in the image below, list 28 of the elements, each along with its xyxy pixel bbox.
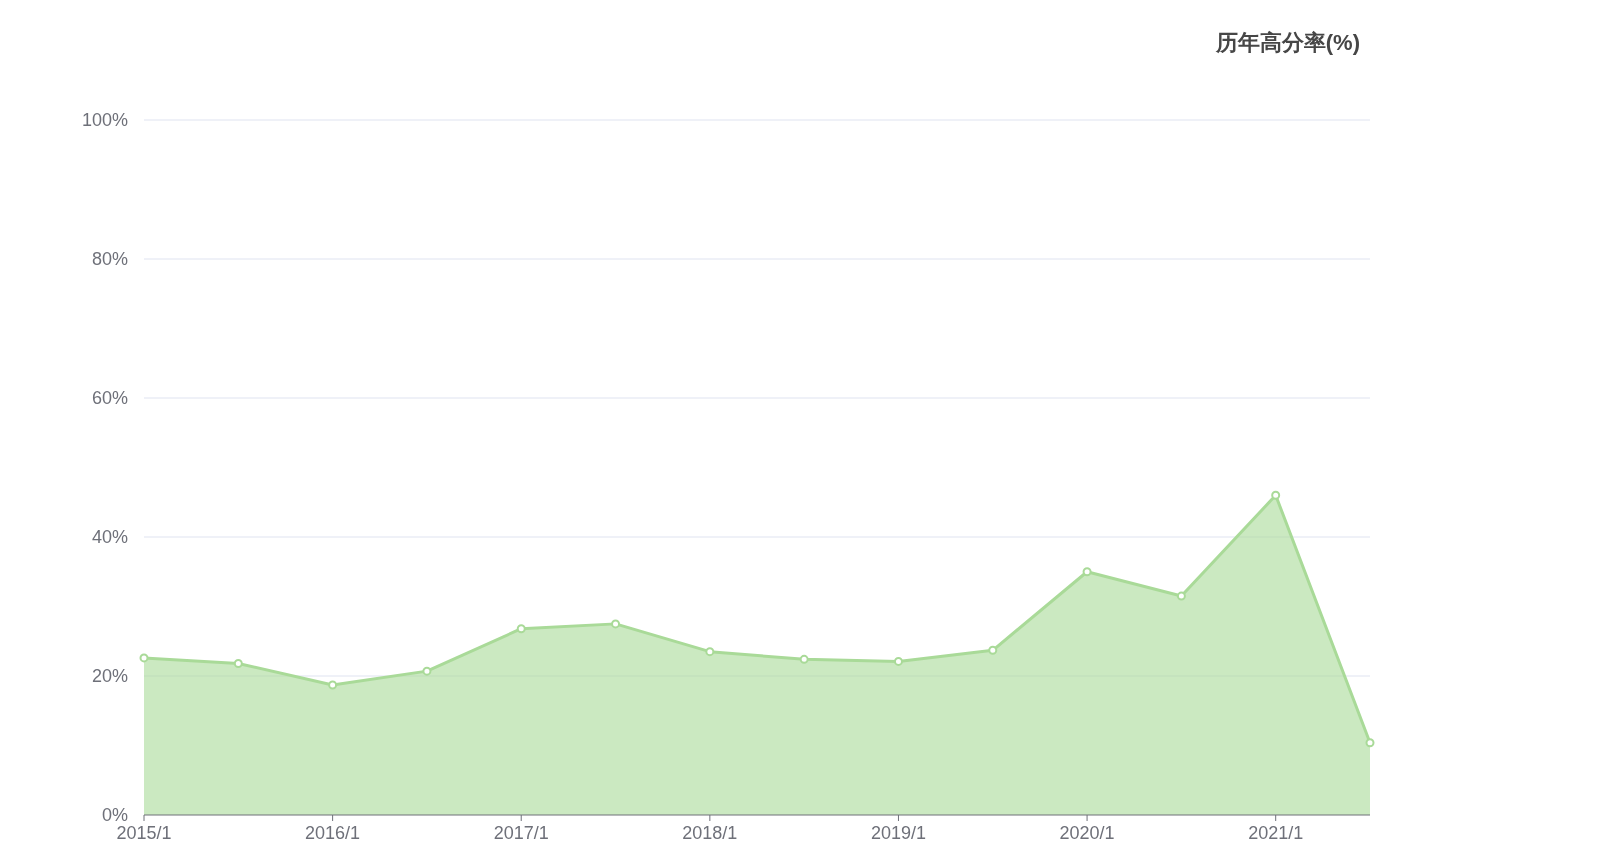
point	[705, 647, 715, 657]
x-tick-label: 2017/1	[493, 823, 549, 843]
y-tick-label: 40%	[91, 527, 128, 548]
point	[1271, 490, 1281, 500]
point	[328, 680, 338, 690]
x-tick-label: 2021/1	[1248, 823, 1304, 843]
x-tick-label: 2016/1	[305, 823, 361, 843]
point	[1176, 591, 1186, 601]
y-tick-label: 20%	[91, 666, 128, 687]
point	[988, 645, 998, 655]
point	[1365, 738, 1375, 748]
point	[893, 656, 903, 666]
point	[1082, 567, 1092, 577]
point	[233, 658, 243, 668]
point	[139, 653, 149, 663]
point	[516, 624, 526, 634]
point	[422, 666, 432, 676]
x-tick-label: 2018/1	[682, 823, 738, 843]
point	[799, 654, 809, 664]
y-tick-label: 60%	[91, 388, 128, 409]
y-tick-label: 100%	[81, 110, 128, 131]
x-tick-label: 2019/1	[870, 823, 926, 843]
chart-title: 历年高分率(%)	[1214, 30, 1360, 55]
y-tick-label: 80%	[91, 249, 128, 270]
y-tick-label: 0%	[101, 805, 128, 826]
x-tick-label: 2015/1	[116, 823, 172, 843]
point	[611, 619, 621, 629]
x-tick-label: 2020/1	[1059, 823, 1115, 843]
